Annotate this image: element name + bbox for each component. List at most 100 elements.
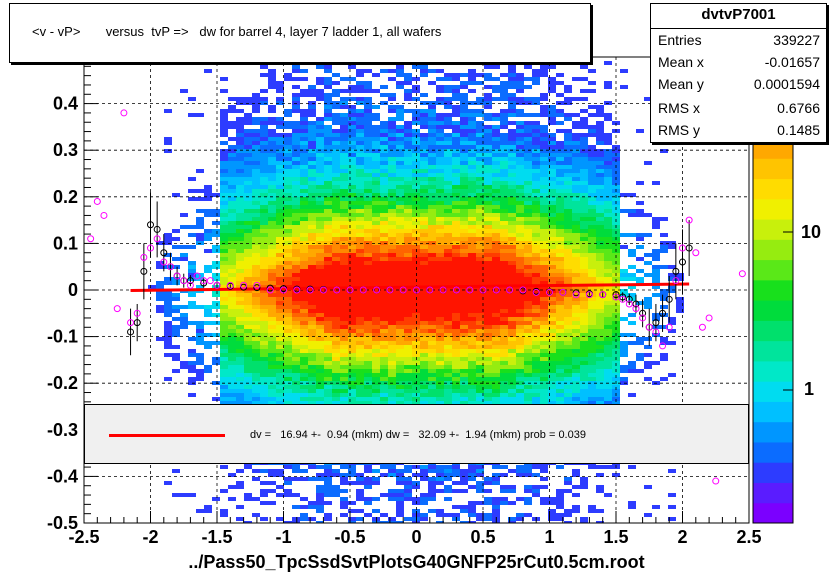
- density-cell: [460, 129, 468, 133]
- density-cell: [404, 481, 412, 485]
- density-cell: [180, 257, 188, 261]
- density-cell: [300, 381, 308, 385]
- density-cell: [348, 121, 356, 125]
- density-cell: [172, 305, 180, 309]
- density-cell: [436, 69, 444, 73]
- density-cell: [276, 289, 284, 293]
- density-cell: [492, 513, 500, 517]
- density-cell: [268, 321, 276, 325]
- density-cell: [300, 213, 308, 217]
- density-cell: [348, 353, 356, 357]
- density-cell: [540, 401, 548, 405]
- density-cell: [484, 189, 492, 193]
- density-cell: [340, 265, 348, 269]
- density-cell: [516, 233, 524, 237]
- density-cell: [596, 105, 604, 109]
- density-cell: [332, 157, 340, 161]
- density-cell: [444, 189, 452, 193]
- density-cell: [532, 305, 540, 309]
- density-cell: [380, 393, 388, 397]
- density-cell: [380, 309, 388, 313]
- density-cell: [540, 485, 548, 489]
- density-cell: [332, 121, 340, 125]
- density-cell: [252, 269, 260, 273]
- density-cell: [468, 345, 476, 349]
- density-cell: [572, 309, 580, 313]
- density-cell: [348, 221, 356, 225]
- density-cell: [508, 237, 516, 241]
- density-cell: [588, 325, 596, 329]
- density-cell: [476, 517, 484, 521]
- density-cell: [252, 177, 260, 181]
- density-cell: [492, 133, 500, 137]
- density-cell: [276, 469, 284, 473]
- density-cell: [468, 357, 476, 361]
- density-cell: [228, 401, 236, 405]
- density-cell: [316, 221, 324, 225]
- density-cell: [364, 317, 372, 321]
- density-cell: [284, 481, 292, 485]
- density-cell: [604, 197, 612, 201]
- density-cell: [580, 485, 588, 489]
- density-cell: [452, 209, 460, 213]
- density-cell: [348, 397, 356, 401]
- density-cell: [420, 149, 428, 153]
- density-cell: [388, 165, 396, 169]
- density-cell: [188, 365, 196, 369]
- density-cell: [476, 481, 484, 485]
- density-cell: [300, 237, 308, 241]
- density-cell: [292, 313, 300, 317]
- density-cell: [516, 393, 524, 397]
- density-cell: [204, 333, 212, 337]
- density-cell: [428, 369, 436, 373]
- density-cell: [468, 341, 476, 345]
- density-cell: [436, 273, 444, 277]
- density-cell: [276, 193, 284, 197]
- density-cell: [380, 149, 388, 153]
- density-cell: [588, 385, 596, 389]
- density-cell: [364, 501, 372, 505]
- density-cell: [364, 265, 372, 269]
- density-cell: [356, 369, 364, 373]
- density-cell: [260, 121, 268, 125]
- density-cell: [300, 161, 308, 165]
- density-cell: [268, 249, 276, 253]
- density-cell: [500, 309, 508, 313]
- density-cell: [300, 385, 308, 389]
- density-cell: [332, 169, 340, 173]
- density-cell: [348, 77, 356, 81]
- density-cell: [484, 349, 492, 353]
- density-cell: [340, 217, 348, 221]
- density-cell: [476, 301, 484, 305]
- density-cell: [532, 189, 540, 193]
- density-cell: [340, 193, 348, 197]
- density-cell: [292, 397, 300, 401]
- density-cell: [516, 77, 524, 81]
- density-cell: [292, 129, 300, 133]
- density-cell: [516, 361, 524, 365]
- density-cell: [364, 293, 372, 297]
- density-cell: [436, 297, 444, 301]
- density-cell: [532, 353, 540, 357]
- density-cell: [300, 361, 308, 365]
- density-cell: [388, 189, 396, 193]
- density-cell: [556, 109, 564, 113]
- density-cell: [300, 313, 308, 317]
- density-cell: [572, 353, 580, 357]
- density-cell: [284, 325, 292, 329]
- density-cell: [300, 353, 308, 357]
- density-cell: [356, 509, 364, 513]
- density-cell: [228, 349, 236, 353]
- density-cell: [564, 137, 572, 141]
- density-cell: [556, 401, 564, 405]
- density-cell: [420, 361, 428, 365]
- density-cell: [452, 393, 460, 397]
- density-cell: [244, 317, 252, 321]
- density-cell: [460, 249, 468, 253]
- density-cell: [292, 477, 300, 481]
- density-cell: [548, 249, 556, 253]
- density-cell: [508, 213, 516, 217]
- density-cell: [596, 217, 604, 221]
- density-cell: [220, 277, 228, 281]
- density-cell: [228, 297, 236, 301]
